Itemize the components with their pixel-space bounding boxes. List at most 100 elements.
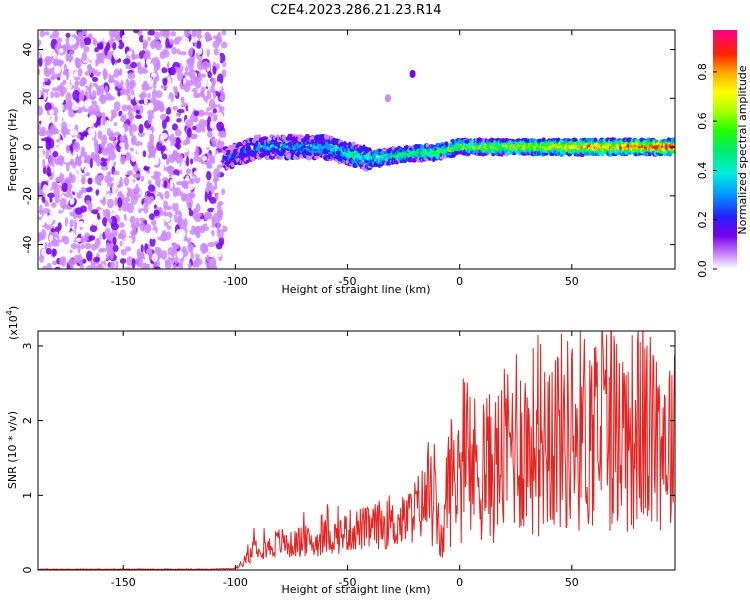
spectrogram-signal-cell [313, 155, 320, 160]
spectrogram-noise-cell [123, 196, 131, 203]
spectrogram-noise-cell [185, 168, 192, 175]
spectrogram-noise-cell [187, 102, 194, 114]
spectrogram-noise-cell [86, 216, 95, 225]
spectrogram-noise-cell [76, 237, 82, 242]
spectrogram-noise-cell [201, 125, 206, 133]
spectrogram-noise-cell [45, 247, 52, 255]
spectrogram-noise-cell [79, 262, 84, 269]
spectrogram-noise-cell [112, 41, 117, 51]
spectrogram-noise-cell [99, 42, 104, 49]
spectrogram-noise-cell [79, 121, 85, 130]
spectrogram-noise-cell [179, 51, 187, 56]
spectrogram-noise-cell [58, 230, 63, 241]
spectrogram-noise-cell [149, 230, 157, 240]
spectrogram-noise-cell [125, 78, 130, 90]
spectrogram-noise-cell [196, 40, 202, 49]
spectrogram-noise-cell [79, 79, 86, 88]
spectrogram-noise-cell [216, 219, 220, 231]
spectrogram-noise-cell [163, 101, 169, 109]
snr-scale-prefix: (x10 [7, 315, 20, 340]
spectrogram-noise-cell [170, 31, 177, 37]
spectrogram-noise-cell [168, 59, 174, 67]
spectrogram-noise-cell [203, 103, 207, 113]
spectrogram-noise-cell [68, 50, 74, 56]
spectrogram-noise-cell [38, 172, 45, 179]
spectrogram-noise-cell [213, 48, 219, 56]
spectrogram-noise-cell [185, 156, 190, 167]
spectrogram-noise-cell [47, 242, 52, 248]
spectrogram-noise-cell [103, 58, 112, 70]
spectrogram-noise-cell [108, 109, 112, 120]
spectrogram-noise-cell [113, 49, 121, 60]
spectrogram-noise-cell [48, 138, 55, 149]
spectrogram-noise-cell [220, 41, 228, 49]
colorbar-label: Normalized spectral amplitude [736, 65, 749, 234]
spectrogram-noise-cell [59, 197, 67, 209]
spectrogram-noise-cell [44, 55, 53, 66]
spectrogram-noise-cell [61, 182, 68, 193]
spectrogram-noise-cell [160, 84, 169, 90]
spectrogram-noise-cell [76, 133, 81, 140]
spectrogram-noise-cell [147, 184, 156, 192]
spectrogram-noise-cell [208, 265, 217, 269]
spectrogram-noise-cell [111, 228, 118, 238]
snr-axes: -150 -100 -50 0 50 0 1 2 3 [21, 331, 675, 589]
spectrogram-noise-cell [211, 135, 215, 147]
spectrogram-noise-cell [42, 265, 48, 269]
spectrogram-noise-cell [164, 190, 170, 200]
spectrogram-noise-cell [70, 75, 75, 86]
spectrogram-noise-cell [172, 105, 179, 111]
spectrogram-noise-cell [201, 111, 209, 116]
spectrogram-noise-cell [50, 91, 54, 99]
spectrogram-noise-cell [114, 79, 118, 87]
spectrogram-noise-cell [43, 91, 47, 101]
spectrogram-noise-cell [130, 195, 138, 205]
spectrogram-noise-cell [93, 256, 101, 263]
spectrogram-noise-cell [38, 81, 43, 90]
spectrogram-noise-cell [163, 180, 168, 188]
spectrogram-noise-cell [84, 186, 93, 193]
spectrogram-noise-cell [206, 171, 212, 181]
spectrogram-noise-cell [43, 66, 49, 74]
spectrogram-noise-cell [186, 57, 195, 64]
spectrogram-noise-cell [178, 218, 186, 230]
spectrogram-noise-cell [77, 108, 82, 114]
spectrogram-noise-cell [119, 229, 127, 240]
spectrogram-noise-cell [204, 191, 208, 203]
spectrogram-noise-cell [42, 207, 50, 214]
spectrogram-noise-cell [117, 91, 121, 97]
spectrogram-noise-cell [162, 30, 170, 38]
spectrogram-noise-cell [189, 133, 198, 140]
spectrogram-noise-cell [207, 130, 213, 138]
spectrogram-noise-cell [139, 222, 146, 232]
spectrogram-noise-cell [154, 175, 161, 187]
spectrogram-noise-cell [188, 261, 192, 269]
spectrogram-noise-cell [52, 151, 59, 158]
spectrogram-noise-cell [107, 95, 115, 101]
spectrogram-noise-cell [51, 73, 58, 80]
spectrogram-noise-cell [219, 137, 226, 142]
snr-series-line [38, 331, 675, 570]
spectrogram-noise-cell [57, 222, 62, 231]
spectrogram-noise-cell [72, 89, 81, 101]
snr-xlabel: Height of straight line (km) [281, 583, 430, 596]
spectrogram-noise-cell [174, 89, 178, 97]
spectrogram-noise-cell [119, 68, 123, 76]
spectrogram-noise-cell [66, 99, 73, 109]
spectrogram-noise-cell [65, 37, 70, 43]
spectrogram-noise-cell [53, 91, 61, 98]
spectrogram-noise-cell [100, 112, 106, 118]
spectrogram-noise-cell [219, 106, 225, 112]
spectrogram-noise-cell [127, 221, 132, 227]
spectrogram-noise-cell [81, 137, 88, 148]
spectrogram-axes: -150 -100 -50 0 50 -40 -20 0 20 40 [21, 30, 675, 288]
spectrogram-noise-cell [42, 158, 46, 169]
snr-scale-close: ) [7, 306, 20, 310]
spectrogram-noise-cell [114, 131, 120, 136]
spectrogram-xtick-label: -100 [223, 275, 248, 288]
spectrogram-signal-cell [306, 154, 312, 161]
snr-ytick-label: 2 [21, 417, 34, 424]
spectrogram-noise-cell [87, 63, 92, 74]
spectrogram-noise-cell [212, 77, 216, 87]
spectrogram-noise-cell [55, 167, 61, 178]
